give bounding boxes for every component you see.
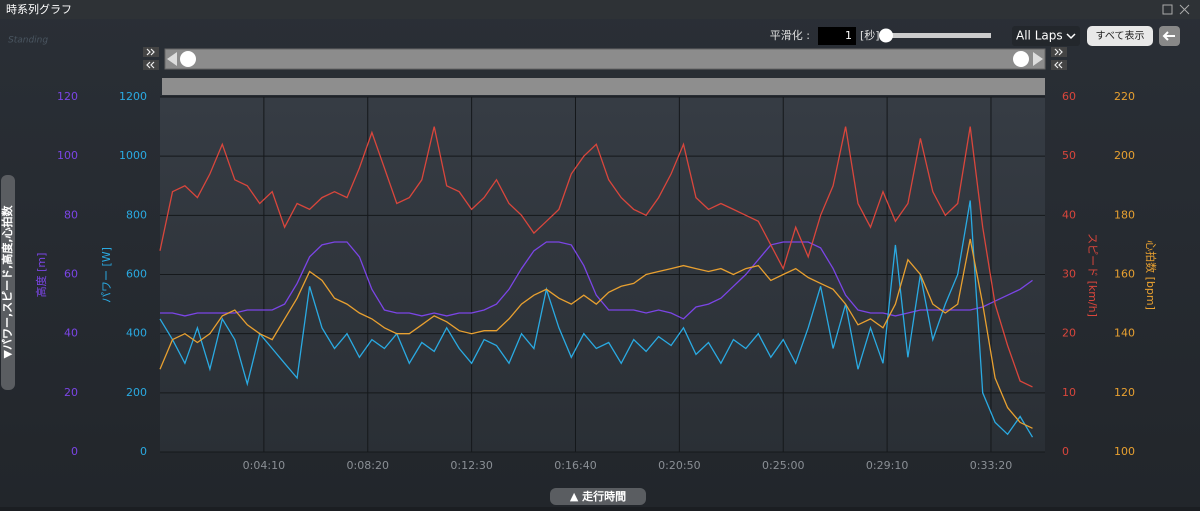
y-tick-label: 140 (1114, 327, 1135, 340)
y-tick-label: 100 (1114, 445, 1135, 458)
series-toggle-button[interactable] (1, 175, 15, 390)
y-tick-label: 100 (57, 149, 78, 162)
dropdown-arrow (1066, 33, 1076, 40)
y-tick-label: 20 (64, 386, 78, 399)
y-tick-label: 120 (57, 90, 78, 103)
smoothing-knob[interactable] (879, 28, 893, 43)
y-tick-label: 0 (71, 445, 78, 458)
range-knob-right[interactable] (1013, 51, 1029, 67)
x-tick-label: 0:04:10 (243, 459, 285, 472)
maximize-icon[interactable] (1162, 4, 1173, 15)
y-tick-label: 10 (1062, 386, 1076, 399)
range-arrow (1033, 52, 1043, 66)
y-tick-label: 0 (1062, 445, 1069, 458)
x-axis-toggle-button[interactable] (550, 488, 646, 505)
window-title: 時系列グラフ (6, 2, 72, 16)
range-controls (143, 47, 1067, 70)
smoothing-value: 1 (845, 29, 852, 42)
show-all-text: すべて表示 (1096, 29, 1145, 42)
y-tick-label: 20 (1062, 327, 1076, 340)
y-tick-label: 120 (1114, 386, 1135, 399)
series-line (159, 126, 1033, 388)
range-arrow (167, 52, 177, 66)
chevron (146, 61, 155, 69)
x-tick-label: 0:16:40 (554, 459, 596, 472)
x-tick-label: 0:20:50 (658, 459, 700, 472)
show-all-button[interactable] (1087, 26, 1153, 46)
axis-label: 高度 [m] (34, 253, 48, 298)
grid (160, 96, 1045, 453)
y-tick-label: 40 (64, 327, 78, 340)
axis-label: パワー [W] (100, 247, 113, 303)
y-tick-label: 0 (140, 445, 147, 458)
y-tick-label: 160 (1114, 268, 1135, 281)
x-axis-toggle-text: ▲ 走行時間 (570, 489, 626, 503)
y-tick-label: 400 (126, 327, 147, 340)
range-slider[interactable] (164, 48, 1046, 70)
logo: Standing (8, 36, 48, 46)
range-knob-left[interactable] (180, 51, 196, 67)
y-tick-label: 50 (1062, 149, 1076, 162)
overview-bar (162, 78, 1045, 95)
y-tick-label: 1200 (119, 90, 147, 103)
laps-select[interactable] (1012, 26, 1080, 46)
x-tick-label: 0:08:20 (347, 459, 389, 472)
smoothing-unit: [秒] (860, 28, 880, 42)
series-line (160, 241, 1033, 320)
back-icon (1162, 31, 1175, 41)
y-tick-label: 800 (126, 208, 147, 221)
series-line (159, 238, 1033, 429)
scroll-right-button[interactable] (1051, 47, 1067, 57)
y-tick-label: 180 (1114, 208, 1135, 221)
smoothing-label: 平滑化 : (770, 28, 810, 42)
axis-label: 心拍数 [bpm] (1144, 240, 1158, 310)
smoothing-input[interactable] (818, 27, 856, 45)
x-tick-label: 0:12:30 (450, 459, 492, 472)
chevron (146, 48, 155, 56)
chevron (1054, 61, 1063, 69)
y-tick-label: 80 (64, 208, 78, 221)
series-line (159, 200, 1034, 438)
y-tick-label: 220 (1114, 90, 1135, 103)
scroll-right-button[interactable] (143, 47, 159, 57)
title-bar (0, 0, 1200, 19)
series-toggle-text: ▼パワー,スピード,高度,心拍数 (0, 205, 14, 359)
close-icon[interactable] (1179, 4, 1190, 15)
x-tick-label: 0:29:10 (866, 459, 908, 472)
laps-text: All Laps (1016, 29, 1063, 43)
y-tick-label: 60 (64, 268, 78, 281)
x-tick-label: 0:25:00 (762, 459, 804, 472)
y-tick-label: 60 (1062, 90, 1076, 103)
y-tick-label: 200 (1114, 149, 1135, 162)
y-tick-label: 40 (1062, 208, 1076, 221)
y-tick-label: 1000 (119, 149, 147, 162)
chevron (1054, 48, 1063, 56)
smoothing-slider[interactable] (885, 33, 991, 38)
y-tick-label: 30 (1062, 268, 1076, 281)
y-tick-label: 200 (126, 386, 147, 399)
axis-label: スピード [km/h] (1086, 233, 1099, 317)
x-tick-label: 0:33:20 (970, 459, 1012, 472)
y-tick-label: 600 (126, 268, 147, 281)
lines (159, 126, 1034, 438)
